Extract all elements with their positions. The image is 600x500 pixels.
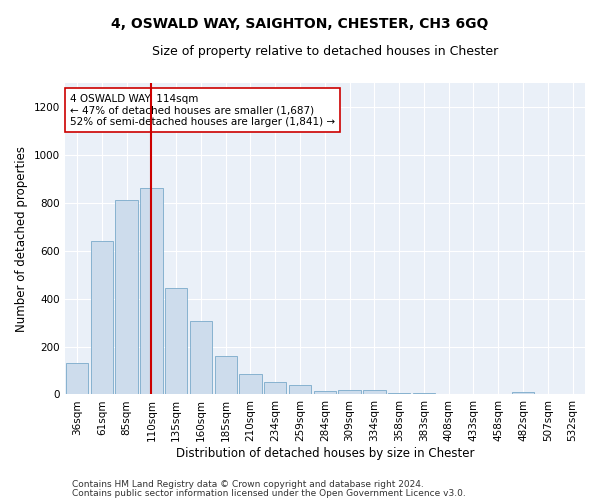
Bar [289, 386, 311, 394]
Bar [140, 188, 163, 394]
Bar [215, 356, 237, 395]
Bar [338, 390, 361, 394]
Bar [91, 241, 113, 394]
Text: Contains public sector information licensed under the Open Government Licence v3: Contains public sector information licen… [72, 488, 466, 498]
Bar [314, 391, 336, 394]
X-axis label: Distribution of detached houses by size in Chester: Distribution of detached houses by size … [176, 447, 474, 460]
Bar [512, 392, 534, 394]
Bar [239, 374, 262, 394]
Y-axis label: Number of detached properties: Number of detached properties [15, 146, 28, 332]
Text: 4 OSWALD WAY: 114sqm
← 47% of detached houses are smaller (1,687)
52% of semi-de: 4 OSWALD WAY: 114sqm ← 47% of detached h… [70, 94, 335, 127]
Bar [264, 382, 286, 394]
Bar [190, 322, 212, 394]
Bar [363, 390, 386, 394]
Text: 4, OSWALD WAY, SAIGHTON, CHESTER, CH3 6GQ: 4, OSWALD WAY, SAIGHTON, CHESTER, CH3 6G… [112, 18, 488, 32]
Bar [66, 364, 88, 394]
Title: Size of property relative to detached houses in Chester: Size of property relative to detached ho… [152, 45, 498, 58]
Bar [115, 200, 138, 394]
Text: Contains HM Land Registry data © Crown copyright and database right 2024.: Contains HM Land Registry data © Crown c… [72, 480, 424, 489]
Bar [165, 288, 187, 395]
